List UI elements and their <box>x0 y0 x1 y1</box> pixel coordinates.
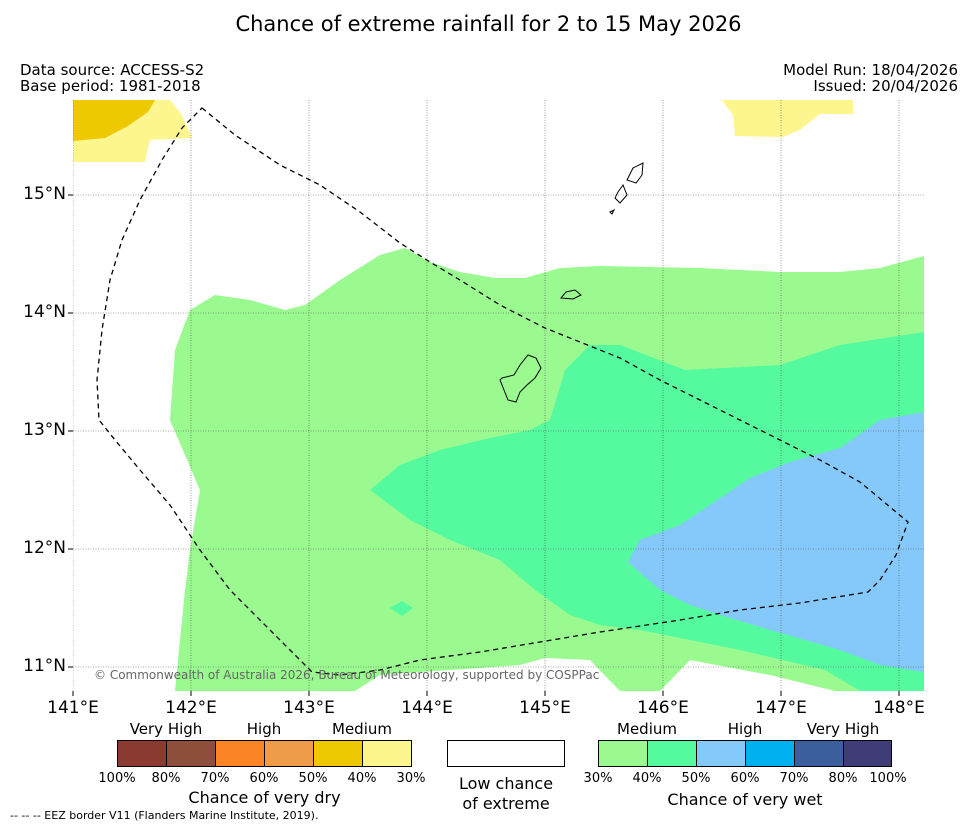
base-period-text: Base period: 1981-2018 <box>20 77 201 95</box>
y-tick-label: 14°N <box>23 302 66 322</box>
y-tick-label: 13°N <box>23 420 66 440</box>
dry-pct-label: 30% <box>396 771 426 786</box>
wet-swatch-50-60 <box>696 740 746 767</box>
dry-swatch-40-50 <box>313 740 363 767</box>
issued-text: Issued: 20/04/2026 <box>813 77 958 95</box>
data-source-text: Data source: ACCESS-S2 <box>20 61 205 79</box>
dry-medium-high-region <box>73 100 155 141</box>
wet-swatch-70-80 <box>794 740 844 767</box>
copyright-notice: © Commonwealth of Australia 2026, Bureau… <box>94 668 600 682</box>
dry-pct-label: 40% <box>347 771 377 786</box>
dry-pct-label: 60% <box>249 771 279 786</box>
axis-ticks <box>68 194 900 696</box>
saipan-tinian-islands <box>609 162 644 215</box>
neutral-label-line2: of extreme <box>462 794 550 813</box>
dry-swatch-70-80 <box>166 740 216 767</box>
dry-pct-label: 100% <box>98 771 136 786</box>
dry-legend-title: Chance of very dry <box>188 788 341 807</box>
map-title: Chance of extreme rainfall for 2 to 15 M… <box>235 12 742 36</box>
wet-pct-label: 80% <box>828 771 858 786</box>
dry-swatch-30-40 <box>362 740 412 767</box>
dry-category-very-high: Very High <box>129 720 203 738</box>
x-tick-label: 144°E <box>401 698 453 718</box>
wet-category-medium: Medium <box>617 720 677 738</box>
x-tick-label: 147°E <box>755 698 807 718</box>
guam-island <box>499 354 542 403</box>
x-tick-label: 141°E <box>47 698 99 718</box>
wet-pct-label: 40% <box>632 771 662 786</box>
wet-pct-label: 70% <box>779 771 809 786</box>
wet-swatch-40-50 <box>647 740 697 767</box>
graticule <box>73 100 924 691</box>
x-tick-label: 146°E <box>637 698 689 718</box>
x-tick-label: 142°E <box>165 698 217 718</box>
rota-island <box>560 289 582 300</box>
wet-pct-label: 30% <box>583 771 613 786</box>
wet-swatch-60-70 <box>745 740 795 767</box>
neutral-swatch <box>447 740 565 767</box>
eez-footnote: -- -- -- EEZ border V11 (Flanders Marine… <box>10 809 319 822</box>
wet-pct-label: 60% <box>730 771 760 786</box>
y-tick-label: 12°N <box>23 538 66 558</box>
wet-category-high: High <box>727 720 763 738</box>
x-tick-label: 148°E <box>873 698 925 718</box>
wet-pct-label: 50% <box>681 771 711 786</box>
x-tick-label: 145°E <box>519 698 571 718</box>
dry-pct-label: 70% <box>200 771 230 786</box>
wet-swatch-30-40 <box>598 740 648 767</box>
dry-swatch-80-100 <box>117 740 167 767</box>
dry-swatch-50-60 <box>264 740 314 767</box>
dry-category-high: High <box>246 720 282 738</box>
wet-category-very-high: Very High <box>806 720 880 738</box>
dry-swatch-60-70 <box>215 740 265 767</box>
y-tick-label: 15°N <box>23 184 66 204</box>
wet-pct-label: 100% <box>869 771 907 786</box>
eez-border <box>96 107 909 676</box>
wet-swatch-80-100 <box>843 740 892 767</box>
model-run-text: Model Run: 18/04/2026 <box>783 61 958 79</box>
wet-legend-title: Chance of very wet <box>667 790 823 809</box>
dry-medium-region-ne <box>722 100 853 137</box>
y-tick-label: 11°N <box>23 656 66 676</box>
dry-category-medium: Medium <box>332 720 392 738</box>
wet-medium-high-blob <box>390 601 413 616</box>
x-tick-label: 143°E <box>283 698 335 718</box>
neutral-label-line1: Low chance <box>458 774 554 793</box>
island-outlines <box>499 162 644 403</box>
dry-pct-label: 50% <box>298 771 328 786</box>
dry-pct-label: 80% <box>151 771 181 786</box>
